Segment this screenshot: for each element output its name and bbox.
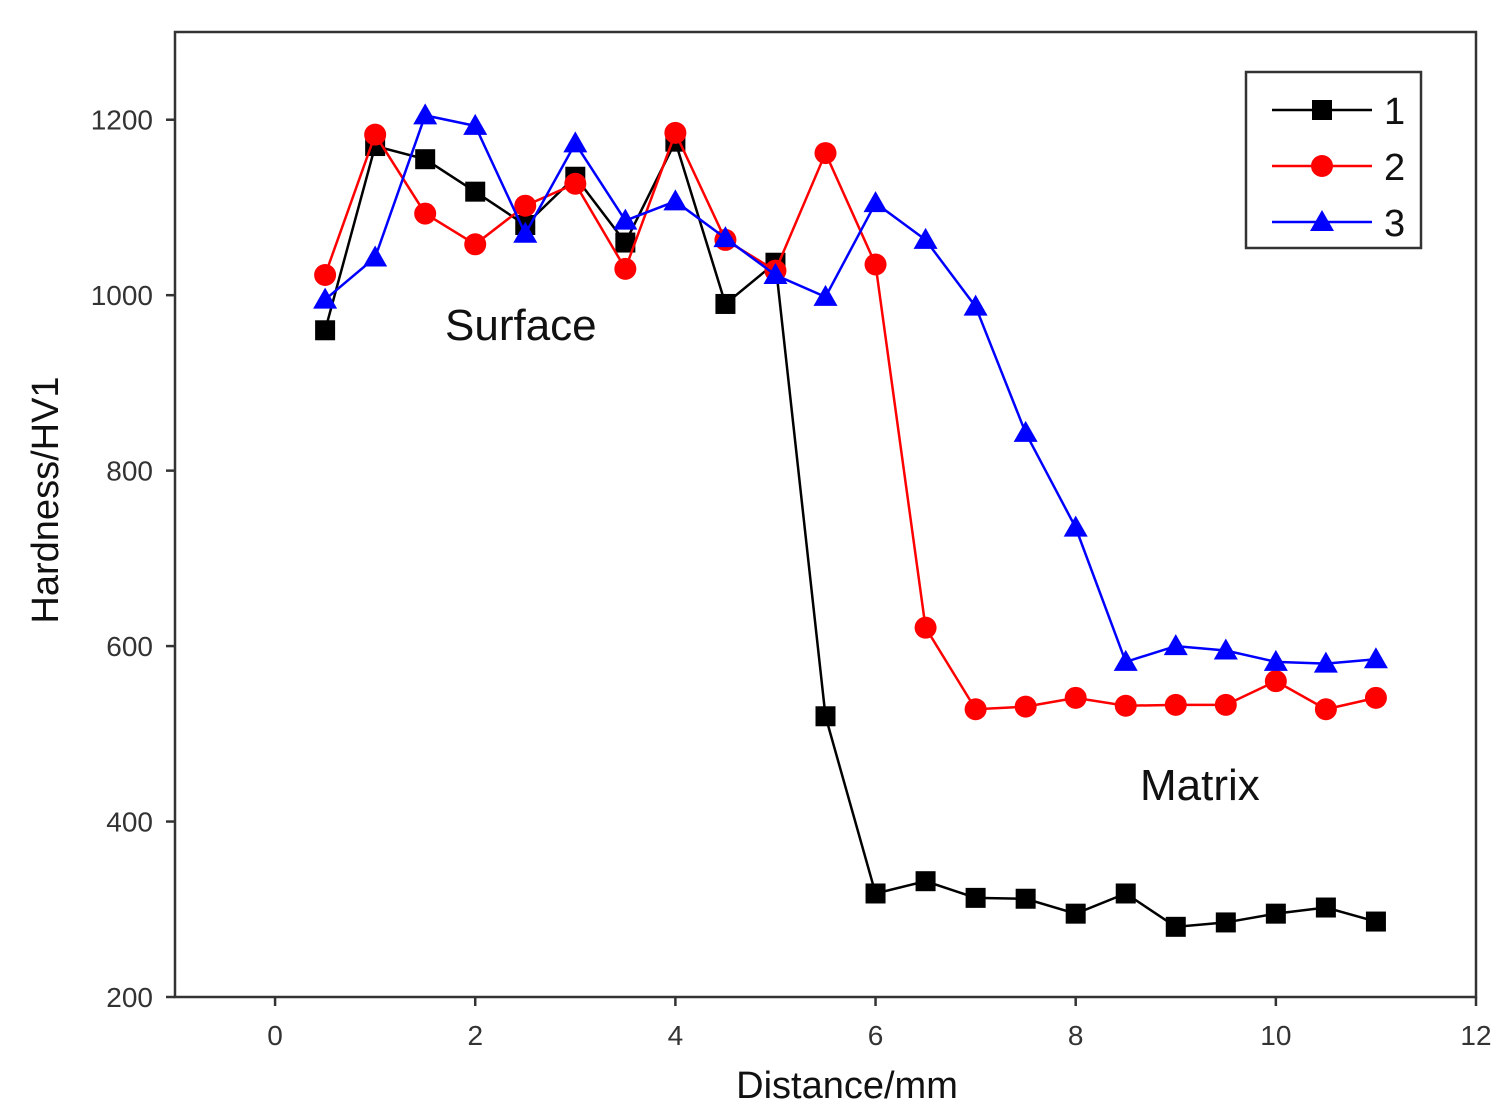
x-tick-label: 4 <box>668 1020 684 1051</box>
series-3-point <box>1213 638 1238 660</box>
series-2-point <box>964 698 987 721</box>
series-2-point <box>1214 693 1237 716</box>
series-3-point <box>1113 649 1138 671</box>
series-1-point <box>1015 888 1036 909</box>
series-3-point <box>713 226 738 248</box>
annotation-surface: Surface <box>445 301 597 350</box>
series-3-point <box>1013 420 1038 442</box>
legend-marker-1 <box>1312 100 1332 120</box>
series-2-point <box>564 172 587 195</box>
series-3-point <box>763 263 788 285</box>
series-3-point <box>463 113 488 135</box>
series-2-point <box>864 253 887 276</box>
series-1-point <box>315 320 336 341</box>
series-2-point <box>1114 694 1137 717</box>
series-2-point <box>614 257 637 280</box>
series-1-line <box>323 138 1377 929</box>
series-3-point <box>913 227 938 249</box>
series-2-point <box>1014 695 1037 718</box>
x-tick-label: 6 <box>868 1020 884 1051</box>
series-1-point <box>415 149 436 170</box>
series-2 <box>314 121 1387 721</box>
legend-label-1: 1 <box>1384 91 1405 133</box>
legend-label-3: 3 <box>1384 203 1405 245</box>
series-2-point <box>1314 698 1337 721</box>
series-2-point <box>1064 686 1087 709</box>
series-3-point <box>863 191 888 213</box>
x-tick-label: 10 <box>1260 1020 1291 1051</box>
series-1-point <box>1065 903 1086 924</box>
x-axis-title: Distance/mm <box>736 1065 958 1107</box>
series-3-point <box>963 294 988 316</box>
series-2-point <box>1264 670 1287 693</box>
series-2-point <box>514 194 537 217</box>
series-1-point <box>915 871 936 892</box>
x-axis-ticks: 0 2 4 6 8 10 12 <box>267 997 1492 1051</box>
y-axis-ticks: 200 400 600 800 1000 1200 <box>91 105 175 1013</box>
series-3-line <box>324 113 1377 665</box>
series-1-point <box>965 887 986 908</box>
series-1-point <box>615 232 636 253</box>
legend-box <box>1244 70 1423 250</box>
series-3-point <box>1163 634 1188 656</box>
annotation-matrix: Matrix <box>1140 761 1260 810</box>
series-2-point <box>664 121 687 144</box>
series-1-point <box>465 181 486 202</box>
series-2-point <box>364 123 387 146</box>
series-2-point <box>314 264 337 287</box>
y-tick-label: 200 <box>106 982 153 1013</box>
series-3-point <box>1313 651 1338 673</box>
series-3-point <box>1363 647 1388 669</box>
legend-marker-2 <box>1311 155 1333 177</box>
series-1-point <box>1115 883 1136 904</box>
y-axis-title: Hardness/HV1 <box>25 376 67 623</box>
series-3-point <box>563 131 588 153</box>
y-tick-label: 1200 <box>91 105 153 136</box>
series-1-point <box>1165 916 1186 937</box>
series-1-point <box>865 883 886 904</box>
series-1-point <box>1265 903 1286 924</box>
series-1-point <box>1365 911 1386 932</box>
x-tick-label: 8 <box>1068 1020 1084 1051</box>
series-3-point <box>663 189 688 211</box>
legend: 1 2 3 <box>1244 70 1423 250</box>
series-3-point <box>363 245 388 267</box>
x-tick-label: 0 <box>267 1020 283 1051</box>
series-1-point <box>815 706 836 727</box>
plot-frame <box>173 30 1478 999</box>
y-tick-label: 1000 <box>91 280 153 311</box>
y-tick-label: 400 <box>106 807 153 838</box>
legend-marker-3 <box>1310 210 1334 231</box>
series-2-point <box>814 142 837 165</box>
series-3-point <box>413 103 438 125</box>
series-2-point <box>1164 693 1187 716</box>
series-2-point <box>914 616 937 639</box>
series-2-point <box>464 233 487 256</box>
x-tick-label: 2 <box>467 1020 483 1051</box>
series-3-point <box>613 208 638 230</box>
y-tick-label: 800 <box>106 456 153 487</box>
series-2-point <box>414 202 437 225</box>
series-3-point <box>313 287 338 309</box>
series-layer <box>313 103 1388 937</box>
series-3-point <box>1063 515 1088 537</box>
series-3-point <box>1263 649 1288 671</box>
y-tick-label: 600 <box>106 631 153 662</box>
series-2-point <box>1364 686 1387 709</box>
legend-label-2: 2 <box>1384 147 1405 189</box>
series-2-line <box>323 129 1377 711</box>
series-3 <box>313 103 1388 673</box>
series-3-point <box>813 284 838 306</box>
x-tick-label: 12 <box>1460 1020 1491 1051</box>
series-1-point <box>715 293 736 314</box>
series-1-point <box>1315 897 1336 918</box>
series-1-point <box>1215 912 1236 933</box>
series-3-point <box>513 221 538 243</box>
